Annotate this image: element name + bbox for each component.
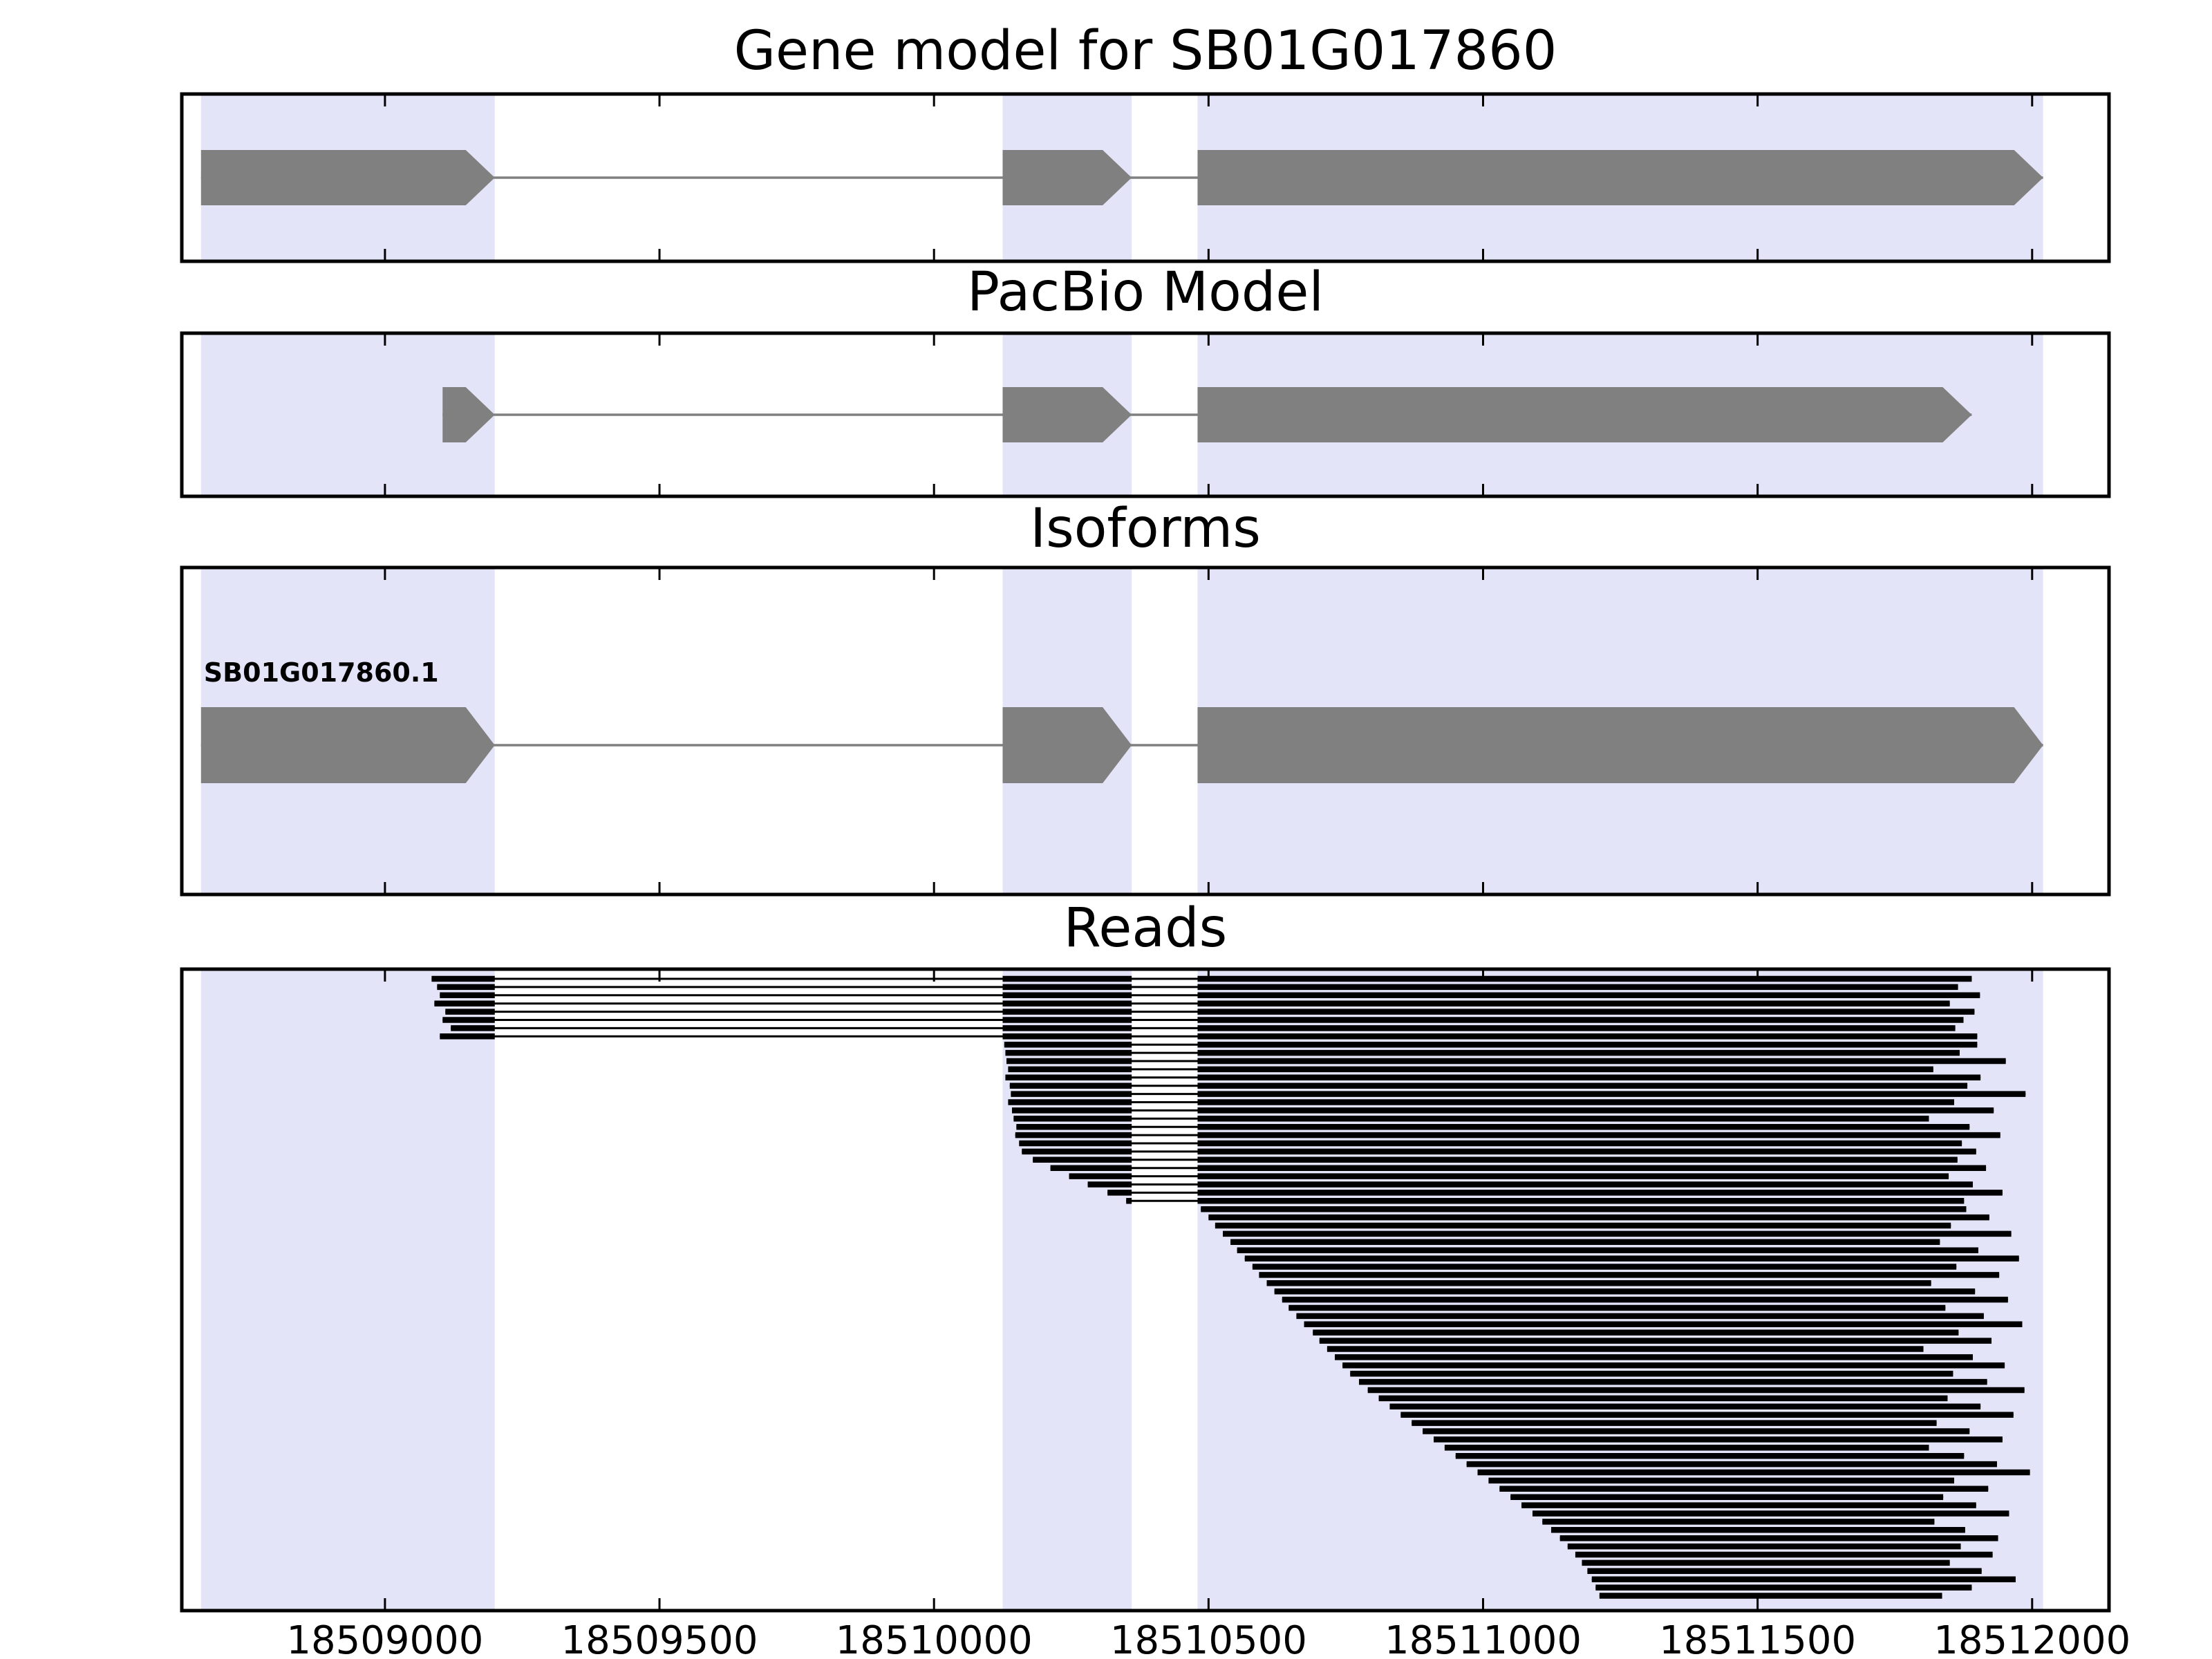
exon-shape xyxy=(1002,150,1132,205)
highlight-region xyxy=(200,969,495,1611)
panel-border xyxy=(180,967,2111,1613)
x-tick-label: 18511500 xyxy=(1659,1618,1856,1659)
exon-shape xyxy=(1002,387,1132,442)
exon-shape xyxy=(200,707,495,783)
exon-shape xyxy=(442,387,495,442)
panel-title-gene-model: Gene model for SB01G017860 xyxy=(734,20,1557,82)
x-tick-label: 18510000 xyxy=(836,1618,1033,1659)
panel-title-pacbio: PacBio Model xyxy=(967,261,1324,324)
highlight-region xyxy=(1002,969,1132,1611)
panel-title-isoforms: Isoforms xyxy=(1030,498,1261,560)
x-tick-label: 18509500 xyxy=(561,1618,758,1659)
panel-border xyxy=(180,331,2111,498)
panel-border xyxy=(180,92,2111,263)
exon-shape xyxy=(200,150,495,205)
exon-shape xyxy=(1197,150,2043,205)
isoform-label: SB01G017860.1 xyxy=(204,657,439,688)
x-tick-label: 18510500 xyxy=(1110,1618,1307,1659)
x-tick-label: 18511000 xyxy=(1385,1618,1582,1659)
panel-title-reads: Reads xyxy=(1064,897,1228,959)
plot-layers: SB01G017860.1 18509000 18509500 18510000 185… xyxy=(180,92,2130,1659)
exon-shape xyxy=(1002,707,1132,783)
exon-shape xyxy=(1197,707,2043,783)
exon-shape xyxy=(1197,387,1972,442)
panel-border xyxy=(180,565,2111,897)
x-tick-label: 18509000 xyxy=(286,1618,483,1659)
x-tick-label: 18512000 xyxy=(1933,1618,2130,1659)
